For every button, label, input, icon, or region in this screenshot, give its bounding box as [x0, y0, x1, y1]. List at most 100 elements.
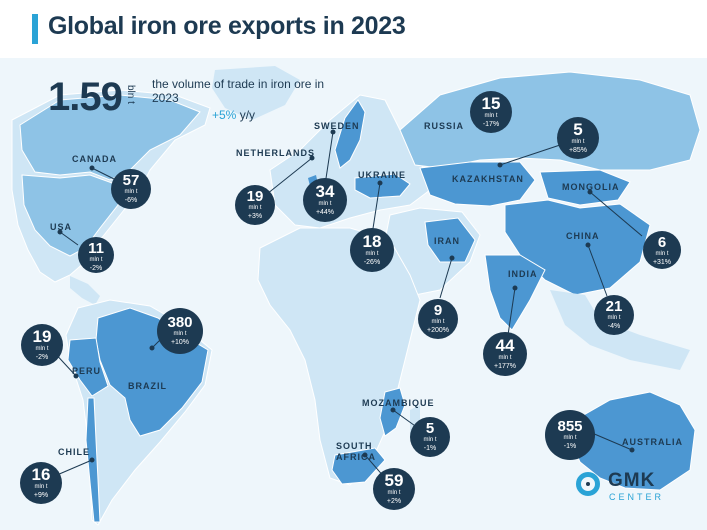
bubble-value: 21: [605, 298, 623, 315]
bubble-change: +44%: [315, 209, 335, 216]
value-bubble-russia: 15 mln t -17%: [470, 91, 512, 133]
bubble-change: +10%: [170, 339, 190, 346]
bubble-change: -17%: [482, 121, 500, 128]
bubble-value: 19: [246, 188, 264, 205]
mongolia-shape: [539, 169, 631, 206]
country-label-mozambique: MOZAMBIQUE: [362, 398, 435, 408]
bubble-change: -2%: [35, 354, 49, 361]
value-bubble-mongolia: 6 mln t +31%: [643, 231, 681, 269]
country-label-text: SOUTH AFRICA: [336, 441, 376, 462]
kazakhstan-shape: [419, 161, 536, 207]
iran-shape: [424, 217, 476, 263]
bubble-value: 59: [384, 471, 404, 490]
total-unit: bln t: [125, 85, 136, 104]
bubble-unit: mln t: [387, 490, 401, 496]
bubble-unit: mln t: [173, 331, 187, 337]
value-bubble-chile: 16 mln t +9%: [20, 462, 62, 504]
bubble-unit: mln t: [498, 355, 512, 361]
country-label-peru: PERU: [72, 366, 102, 376]
south-africa-shape: [331, 447, 386, 485]
bubble-unit: mln t: [431, 319, 445, 325]
bubble-value: 9: [433, 302, 443, 319]
header: Global iron ore exports in 2023: [0, 0, 707, 58]
bubble-unit: mln t: [563, 435, 577, 441]
title-accent-bar: [32, 14, 38, 44]
value-bubble-iran: 9 mln t +200%: [418, 299, 458, 339]
bubble-unit: mln t: [655, 251, 669, 257]
bubble-unit: mln t: [365, 251, 379, 257]
value-bubble-south-africa: 59 mln t +2%: [373, 468, 415, 510]
value-bubble-mozambique: 5 mln t -1%: [410, 417, 450, 457]
total-change-suffix: y/y: [239, 108, 256, 122]
country-label-canada: CANADA: [72, 154, 117, 164]
total-change-pct: +5%: [212, 108, 237, 122]
bubble-change: -2%: [89, 265, 103, 272]
bubble-value: 19: [32, 327, 52, 346]
country-label-chile: CHILE: [58, 447, 90, 457]
india-shape: [484, 254, 546, 331]
bubble-unit: mln t: [607, 315, 621, 321]
greenland-shape: [212, 66, 300, 120]
logo-ring-icon: [576, 472, 600, 496]
value-bubble-kazakhstan: 5 mln t +85%: [557, 117, 599, 159]
bubble-unit: mln t: [318, 201, 332, 207]
bubble-value: 380: [167, 314, 193, 331]
value-bubble-netherlands: 19 mln t +3%: [235, 185, 275, 225]
peru-shape: [67, 337, 109, 397]
bubble-change: +3%: [247, 213, 263, 220]
bubble-change: +9%: [33, 492, 49, 499]
country-label-australia: AUSTRALIA: [622, 437, 683, 447]
bubble-value: 16: [31, 465, 51, 484]
value-bubble-australia: 855 mln t -1%: [545, 410, 595, 460]
total-description: the volume of trade in iron ore in 2023: [152, 77, 325, 105]
bubble-change: -4%: [607, 323, 621, 330]
logo-name: GMK: [608, 470, 656, 491]
bubble-change: -1%: [563, 443, 577, 450]
value-bubble-sweden: 34 mln t +44%: [303, 178, 347, 222]
bubble-change: +31%: [652, 259, 672, 266]
value-bubble-canada: 57 mln t -6%: [111, 169, 151, 209]
bubble-value: 34: [315, 182, 335, 201]
value-bubble-usa: 11 mln t -2%: [78, 237, 114, 273]
bubble-unit: mln t: [34, 484, 48, 490]
country-label-russia: RUSSIA: [424, 121, 465, 131]
bubble-change: -1%: [423, 445, 437, 452]
bubble-unit: mln t: [89, 257, 103, 263]
value-bubble-china: 21 mln t -4%: [594, 295, 634, 335]
country-label-south-africa: SOUTH AFRICA: [336, 441, 380, 463]
leader-lines: [49, 129, 643, 479]
value-bubble-brazil: 380 mln t +10%: [157, 308, 203, 354]
country-label-mongolia: MONGOLIA: [562, 182, 620, 192]
canada-shape: [19, 94, 201, 181]
bubble-change: -26%: [363, 259, 381, 266]
value-bubble-peru: 19 mln t -2%: [21, 324, 63, 366]
country-label-sweden: SWEDEN: [314, 121, 360, 131]
bubble-value: 855: [557, 418, 583, 435]
total-value: 1.59: [48, 75, 123, 119]
total-change: +5% y/y: [212, 108, 255, 122]
bubble-change: +200%: [427, 327, 449, 334]
bubble-value: 44: [495, 336, 515, 355]
country-label-ukraine: UKRAINE: [358, 170, 407, 180]
bubble-value: 5: [425, 420, 435, 437]
country-label-brazil: BRAZIL: [128, 381, 167, 391]
bubble-value: 6: [657, 234, 667, 251]
bubble-unit: mln t: [423, 437, 437, 443]
bubble-change: +2%: [386, 498, 402, 505]
country-label-netherlands: NETHERLANDS: [236, 148, 316, 158]
sweden-shape: [334, 99, 366, 169]
bubble-value: 5: [573, 120, 583, 139]
bubble-value: 57: [122, 172, 140, 189]
usa-shape: [21, 174, 129, 257]
country-label-china: CHINA: [566, 231, 600, 241]
bubble-unit: mln t: [124, 189, 138, 195]
bubble-change: -6%: [124, 197, 138, 204]
ukraine-shape: [354, 173, 411, 199]
bubble-unit: mln t: [484, 113, 498, 119]
logo-sub: CENTER: [609, 492, 665, 502]
central-america-shape: [70, 276, 100, 305]
page-title: Global iron ore exports in 2023: [48, 12, 406, 40]
value-bubble-ukraine: 18 mln t -26%: [350, 228, 394, 272]
bubble-unit: mln t: [571, 139, 585, 145]
bubble-unit: mln t: [35, 346, 49, 352]
